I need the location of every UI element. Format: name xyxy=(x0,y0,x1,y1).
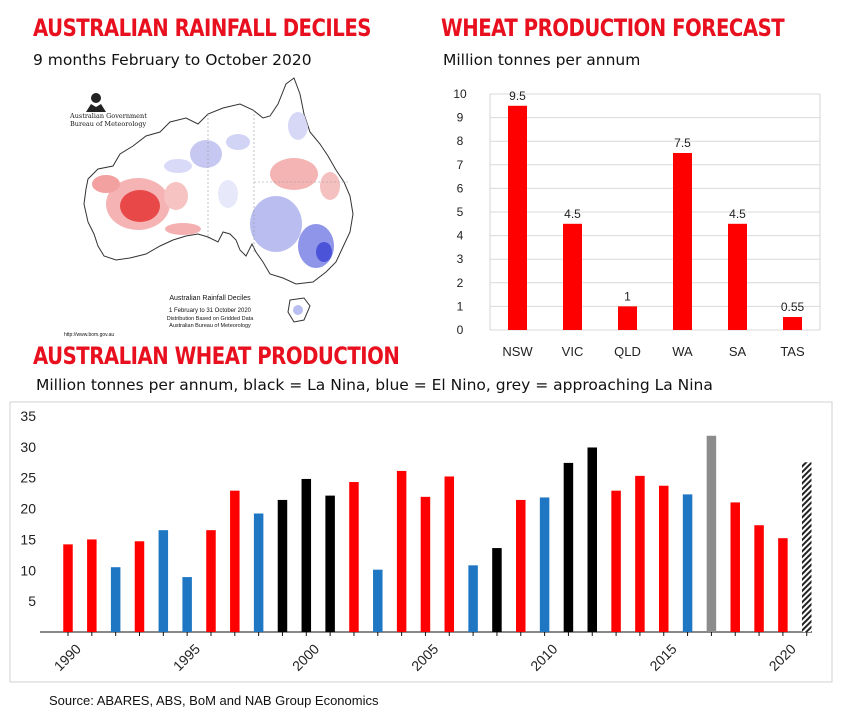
bar-sa xyxy=(728,223,747,330)
bar-2014 xyxy=(635,475,645,632)
production-title: AUSTRALIAN WHEAT PRODUCTION xyxy=(33,342,400,370)
y-tick-label: 0 xyxy=(457,323,464,337)
bar-2005 xyxy=(420,496,431,632)
x-tick-label: TAS xyxy=(780,344,805,359)
map-caption-4: Australian Bureau of Meteorology xyxy=(169,323,251,329)
bar-2003 xyxy=(373,569,383,632)
map-caption-3: Distribution Based on Gridded Data xyxy=(167,316,254,322)
y-tick-label: 9 xyxy=(457,111,464,125)
bar-2008 xyxy=(492,548,502,632)
rainfall-decile-map: Australian Government Bureau of Meteorol… xyxy=(58,74,368,346)
x-tick-label: 2005 xyxy=(408,640,441,673)
bar-2001 xyxy=(325,495,335,632)
map-caption-2: 1 February to 31 October 2020 xyxy=(169,308,252,314)
bar-1991 xyxy=(87,539,97,632)
bar-2015 xyxy=(659,485,669,632)
bar-2004 xyxy=(396,470,407,632)
x-tick-label: 1995 xyxy=(170,640,203,673)
map-url: http://www.bom.gov.au xyxy=(64,332,114,338)
data-label: 0.55 xyxy=(781,300,805,314)
data-label: 4.5 xyxy=(564,207,581,221)
bar-2000 xyxy=(301,478,312,632)
y-tick-label: 10 xyxy=(453,87,467,101)
x-tick-label: 2020 xyxy=(766,640,799,673)
x-tick-label: 2010 xyxy=(527,640,560,673)
x-tick-label: 2000 xyxy=(289,640,322,673)
y-tick-label: 4 xyxy=(457,229,464,243)
data-label: 1 xyxy=(624,289,631,303)
bar-2011 xyxy=(563,462,574,632)
australia-map-image: Australian Government Bureau of Meteorol… xyxy=(64,77,354,338)
x-tick-label: WA xyxy=(672,344,693,359)
y-tick-label: 10 xyxy=(20,562,36,578)
bar-2002 xyxy=(349,482,359,632)
rainfall-title: AUSTRALIAN RAINFALL DECILES xyxy=(33,14,371,42)
map-caption-1: Australian Rainfall Deciles xyxy=(169,295,251,302)
agency-crest-icon xyxy=(86,93,106,112)
bar-1990 xyxy=(63,544,73,632)
source-note: Source: ABARES, ABS, BoM and NAB Group E… xyxy=(49,693,379,708)
y-tick-label: 8 xyxy=(457,134,464,148)
y-tick-label: 20 xyxy=(20,501,36,517)
australia-landmass xyxy=(83,77,354,323)
bar-vic xyxy=(563,223,582,330)
y-tick-label: 5 xyxy=(457,205,464,219)
y-tick-label: 7 xyxy=(457,158,464,172)
data-label: 9.5 xyxy=(509,89,526,103)
data-label: 7.5 xyxy=(674,136,691,150)
bar-2010 xyxy=(539,497,550,632)
bar-1999 xyxy=(277,499,288,632)
chart-frame xyxy=(9,401,833,683)
agency-line-1: Australian Government xyxy=(69,112,147,120)
y-tick-label: 25 xyxy=(20,470,36,486)
bar-2019 xyxy=(754,525,764,632)
x-tick-label: NSW xyxy=(502,344,533,359)
bar-1996 xyxy=(206,530,216,632)
y-tick-label: 3 xyxy=(457,252,464,266)
rainfall-subtitle: 9 months February to October 2020 xyxy=(33,51,312,69)
bar-2021 xyxy=(801,462,812,632)
y-tick-label: 35 xyxy=(20,408,36,424)
production-bar-chart: 5 10 15 20 25 30 35 1990 1995 2000 2005 2010 2015 202… xyxy=(9,401,833,683)
bar-1993 xyxy=(134,541,145,632)
bar-2016 xyxy=(682,494,693,632)
agency-line-2: Bureau of Meteorology xyxy=(70,120,146,128)
forecast-bar-chart: 0 1 2 3 4 5 6 7 8 9 10 9.5 NSW 4.5 VIC 1 QLD 7.5 WA 4.5 SA 0.… xyxy=(453,87,821,359)
y-tick-label: 6 xyxy=(457,181,464,195)
y-tick-label: 30 xyxy=(20,439,36,455)
y-tick-label: 15 xyxy=(20,531,36,547)
x-tick-label: VIC xyxy=(562,344,584,359)
x-tick-label: 1990 xyxy=(51,640,84,673)
bar-tas xyxy=(783,317,802,330)
bar-2018 xyxy=(730,502,740,632)
x-tick-label: QLD xyxy=(614,344,641,359)
production-subtitle: Million tonnes per annum, black = La Nin… xyxy=(36,376,713,394)
bar-2017 xyxy=(706,435,717,632)
bar-1997 xyxy=(230,490,240,632)
y-tick-label: 5 xyxy=(28,593,36,609)
bar-2009 xyxy=(516,499,526,632)
bar-wa xyxy=(673,153,692,330)
bar-2020 xyxy=(778,538,788,632)
bar-1992 xyxy=(110,567,121,632)
bar-2006 xyxy=(444,476,455,632)
bar-nsw xyxy=(508,105,527,330)
bar-1994 xyxy=(158,530,169,632)
forecast-title: WHEAT PRODUCTION FORECAST xyxy=(441,14,785,42)
y-tick-label: 1 xyxy=(457,299,464,313)
y-tick-label: 2 xyxy=(457,276,464,290)
bar-2007 xyxy=(468,565,478,632)
bar-1998 xyxy=(253,513,264,632)
bar-qld xyxy=(618,306,637,330)
x-tick-label: SA xyxy=(729,344,747,359)
bar-1995 xyxy=(182,577,192,632)
forecast-subtitle: Million tonnes per annum xyxy=(443,51,641,69)
data-label: 4.5 xyxy=(729,207,746,221)
x-tick-label: 2015 xyxy=(646,640,679,673)
bar-2013 xyxy=(611,490,621,632)
bar-2012 xyxy=(587,447,598,632)
